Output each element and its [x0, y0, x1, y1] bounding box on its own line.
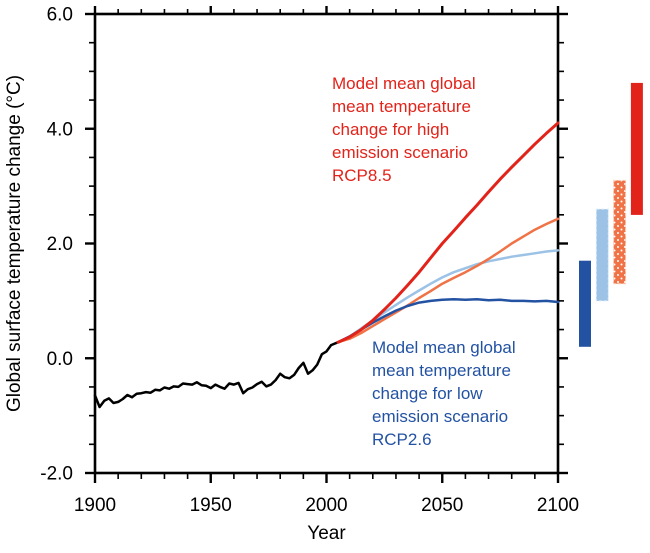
x-tick-label: 1950	[190, 495, 232, 516]
range-bar-rcp26	[579, 260, 591, 347]
series-line-rcp85	[336, 121, 560, 344]
x-tick-label: 2050	[421, 495, 463, 516]
x-axis-title: Year	[307, 523, 346, 544]
x-tick-label: 2000	[305, 495, 347, 516]
y-tick-label: 0.0	[47, 349, 73, 370]
rcp85-annotation: Model mean global mean temperature chang…	[332, 74, 476, 185]
range-bar-rcp45	[595, 208, 609, 302]
range-bar-rcp60	[613, 179, 627, 285]
range-bar-rcp85	[630, 82, 643, 215]
rcp26-annotation: Model mean global mean temperature chang…	[372, 338, 516, 449]
y-tick-label: 2.0	[47, 234, 73, 255]
y-tick-label: 6.0	[47, 5, 73, 26]
plot-frame	[93, 12, 560, 475]
series-line-rcp26	[336, 297, 560, 344]
series-line-observed	[93, 340, 340, 409]
y-axis-title: Global surface temperature change (°C)	[4, 75, 25, 412]
y-tick-label: -2.0	[40, 464, 73, 485]
x-tick-label: 2100	[537, 495, 579, 516]
series-line-rcp60	[336, 217, 560, 344]
x-tick-label: 1900	[74, 495, 116, 516]
y-tick-label: 4.0	[47, 119, 73, 140]
